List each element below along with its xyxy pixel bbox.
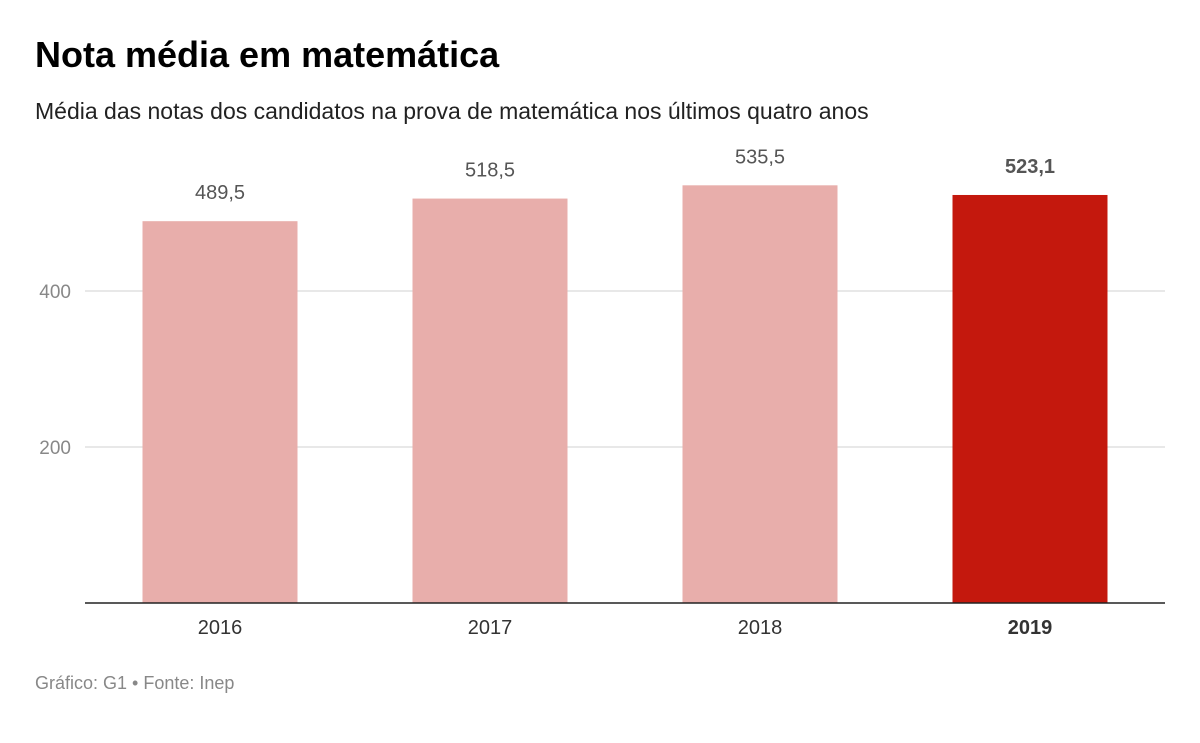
data-label: 489,5: [195, 182, 245, 204]
chart-source: Gráfico: G1 • Fonte: Inep: [35, 673, 235, 693]
y-tick-label: 400: [39, 282, 71, 303]
data-label: 518,5: [465, 160, 515, 182]
data-label: 535,5: [735, 146, 785, 168]
bar-2019: [952, 194, 1108, 603]
bar-2016: [142, 221, 298, 603]
x-tick-label: 2019: [1008, 617, 1053, 639]
chart-subtitle: Média das notas dos candidatos na prova …: [35, 98, 869, 124]
x-tick-label: 2017: [468, 617, 513, 639]
bar-2018: [682, 185, 838, 603]
x-tick-label: 2018: [738, 617, 783, 639]
bar-2017: [412, 198, 568, 603]
x-tick-label: 2016: [198, 617, 243, 639]
data-label: 523,1: [1005, 156, 1055, 178]
chart-title: Nota média em matemática: [35, 34, 500, 75]
y-tick-label: 200: [39, 438, 71, 459]
